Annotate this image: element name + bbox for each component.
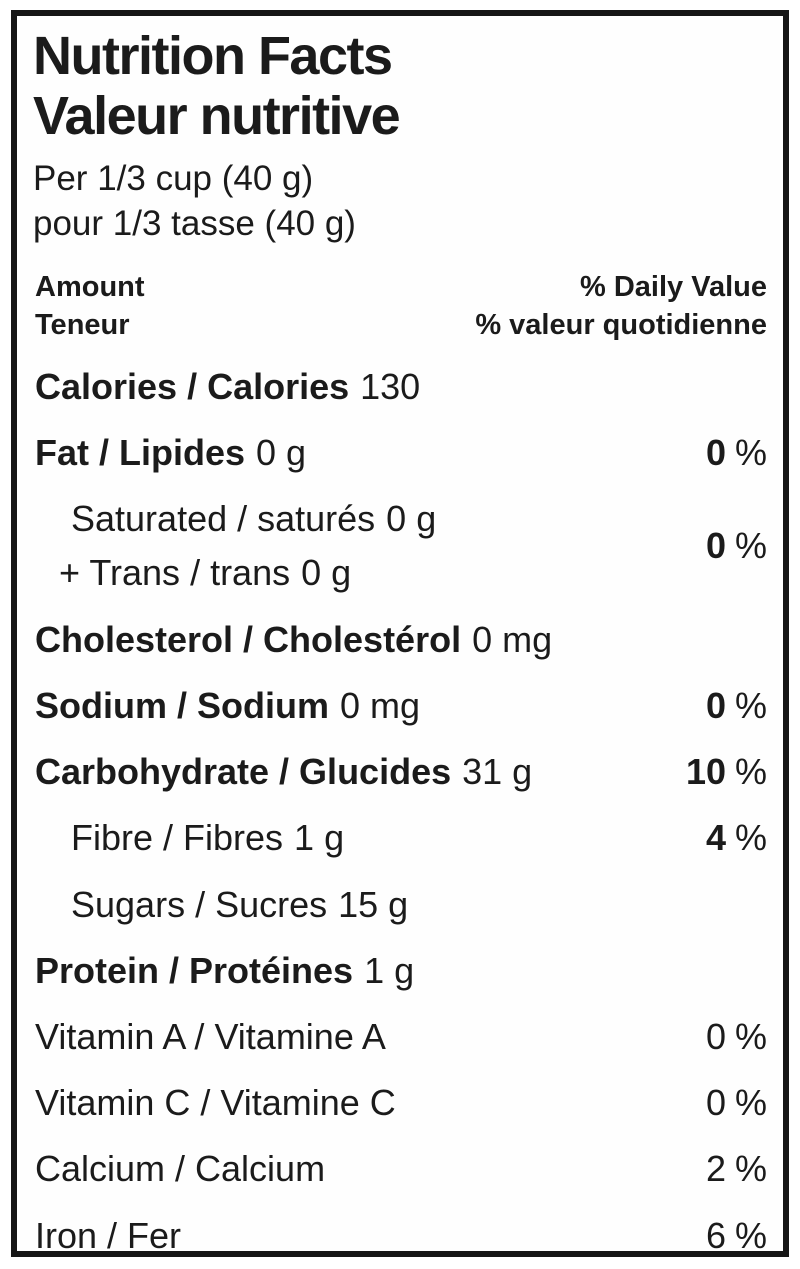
saturated-trans-dv-percent-sign: % [734,525,767,567]
sugars-label: Sugars / Sucres [71,883,328,925]
carbohydrate-dv-percent-sign: % [734,751,767,793]
amount-header-french: Teneur [35,308,130,341]
protein-value: 1 g [364,949,415,991]
carbohydrate-label: Carbohydrate / Glucides [35,751,452,793]
iron-dv-number: 6 [705,1214,726,1256]
saturated-trans-label-group: Saturated / saturés 0 g + Trans / trans 0 … [35,497,436,593]
daily-value-header: % Daily Value % valeur quotidienne [475,268,767,345]
calcium-label: Calcium / Calcium [35,1148,326,1190]
calories-label: Calories / Calories [35,366,350,408]
label-title-french: Valeur nutritive [33,86,401,147]
vitamin-c-label: Vitamin C / Vitamine C [35,1082,396,1124]
row-calories: Calories / Calories 130 [33,354,767,420]
fibre-daily-value: 4% [706,816,767,859]
row-sugars: Sugars / Sucres 15 g [33,872,767,938]
fat-dv-number: 0 [705,432,726,474]
daily-value-header-french: % valeur quotidienne [475,308,767,341]
carbohydrate-label-group: Carbohydrate / Glucides 31 g [35,750,532,793]
fat-label-group: Fat / Lipides 0 g [35,431,306,474]
row-cholesterol: Cholesterol / Cholestérol 0 mg [33,607,767,673]
saturated-trans-daily-value: 0% [706,524,767,567]
trans-value: 0 g [301,551,352,593]
vitamin-a-dv-percent-sign: % [734,1015,767,1057]
iron-dv-percent-sign: % [734,1214,767,1256]
row-vitamin-c: Vitamin C / Vitamine C 0% [33,1070,767,1136]
fibre-value: 1 g [294,817,345,859]
sodium-dv-number: 0 [705,685,726,726]
row-fat: Fat / Lipides 0 g 0% [33,420,767,486]
carbohydrate-value: 31 g [462,751,533,793]
sugars-value: 15 g [338,883,409,925]
calcium-dv-number: 2 [705,1148,726,1190]
vitamin-c-dv-percent-sign: % [734,1082,767,1124]
iron-daily-value: 6% [706,1214,767,1257]
cholesterol-label-group: Cholesterol / Cholestérol 0 mg [35,618,552,661]
amount-header-english: Amount [35,270,145,303]
row-calcium: Calcium / Calcium 2% [33,1136,767,1202]
protein-label: Protein / Protéines [35,949,354,991]
row-protein: Protein / Protéines 1 g [33,938,767,1004]
row-iron: Iron / Fer 6% [33,1203,767,1269]
calcium-dv-percent-sign: % [734,1148,767,1190]
calcium-daily-value: 2% [706,1147,767,1190]
serving-size-french: pour 1/3 tasse (40 g) [33,203,356,243]
amount-header: Amount Teneur [35,268,145,345]
saturated-line: Saturated / saturés 0 g [35,497,436,550]
vitamin-c-dv-number: 0 [705,1082,726,1124]
fibre-dv-number: 4 [705,817,726,859]
row-sodium: Sodium / Sodium 0 mg 0% [33,673,767,739]
saturated-value: 0 g [386,498,437,540]
serving-size-english: Per 1/3 cup (40 g) [33,158,314,198]
sodium-daily-value: 0% [706,684,767,727]
sodium-label-group: Sodium / Sodium 0 mg [35,684,420,727]
iron-label: Iron / Fer [35,1214,182,1256]
row-saturated-trans: Saturated / saturés 0 g + Trans / trans 0 … [33,486,767,606]
protein-label-group: Protein / Protéines 1 g [35,949,414,992]
sodium-dv-percent-sign: % [734,685,767,726]
fat-daily-value: 0% [706,431,767,474]
fat-label: Fat / Lipides [35,432,246,474]
carbohydrate-daily-value: 10% [686,750,767,793]
cholesterol-value: 0 mg [472,618,553,660]
trans-line: + Trans / trans 0 g [35,551,436,594]
fat-value: 0 g [256,432,307,474]
fibre-label-group: Fibre / Fibres 1 g [35,816,344,859]
trans-label: + Trans / trans [59,551,291,593]
calories-value: 130 [360,366,421,408]
row-fibre: Fibre / Fibres 1 g 4% [33,805,767,871]
fibre-label: Fibre / Fibres [71,817,284,859]
vitamin-a-dv-number: 0 [705,1015,726,1057]
row-vitamin-a: Vitamin A / Vitamine A 0% [33,1004,767,1070]
calories-label-group: Calories / Calories 130 [35,365,420,408]
label-title-english: Nutrition Facts [33,26,393,86]
vitamin-c-daily-value: 0% [706,1081,767,1124]
row-carbohydrate: Carbohydrate / Glucides 31 g 10% [33,739,767,805]
vitamin-a-daily-value: 0% [706,1015,767,1058]
daily-value-header-english: % Daily Value [580,270,767,303]
fibre-dv-percent-sign: % [734,817,767,859]
carbohydrate-dv-number: 10 [685,751,726,793]
nutrition-facts-label: Nutrition Facts Valeur nutritive Per 1/3… [11,10,789,1257]
fat-dv-percent-sign: % [734,432,767,474]
saturated-label: Saturated / saturés [71,498,376,540]
column-headers: Amount Teneur % Daily Value % valeur quo… [33,260,767,355]
sodium-label: Sodium / Sodium [35,685,329,726]
cholesterol-label: Cholesterol / Cholestérol [35,618,462,660]
saturated-trans-dv-number: 0 [705,525,726,567]
sugars-label-group: Sugars / Sucres 15 g [35,883,408,926]
sodium-value: 0 mg [340,685,421,726]
vitamin-a-label: Vitamin A / Vitamine A [35,1015,386,1057]
